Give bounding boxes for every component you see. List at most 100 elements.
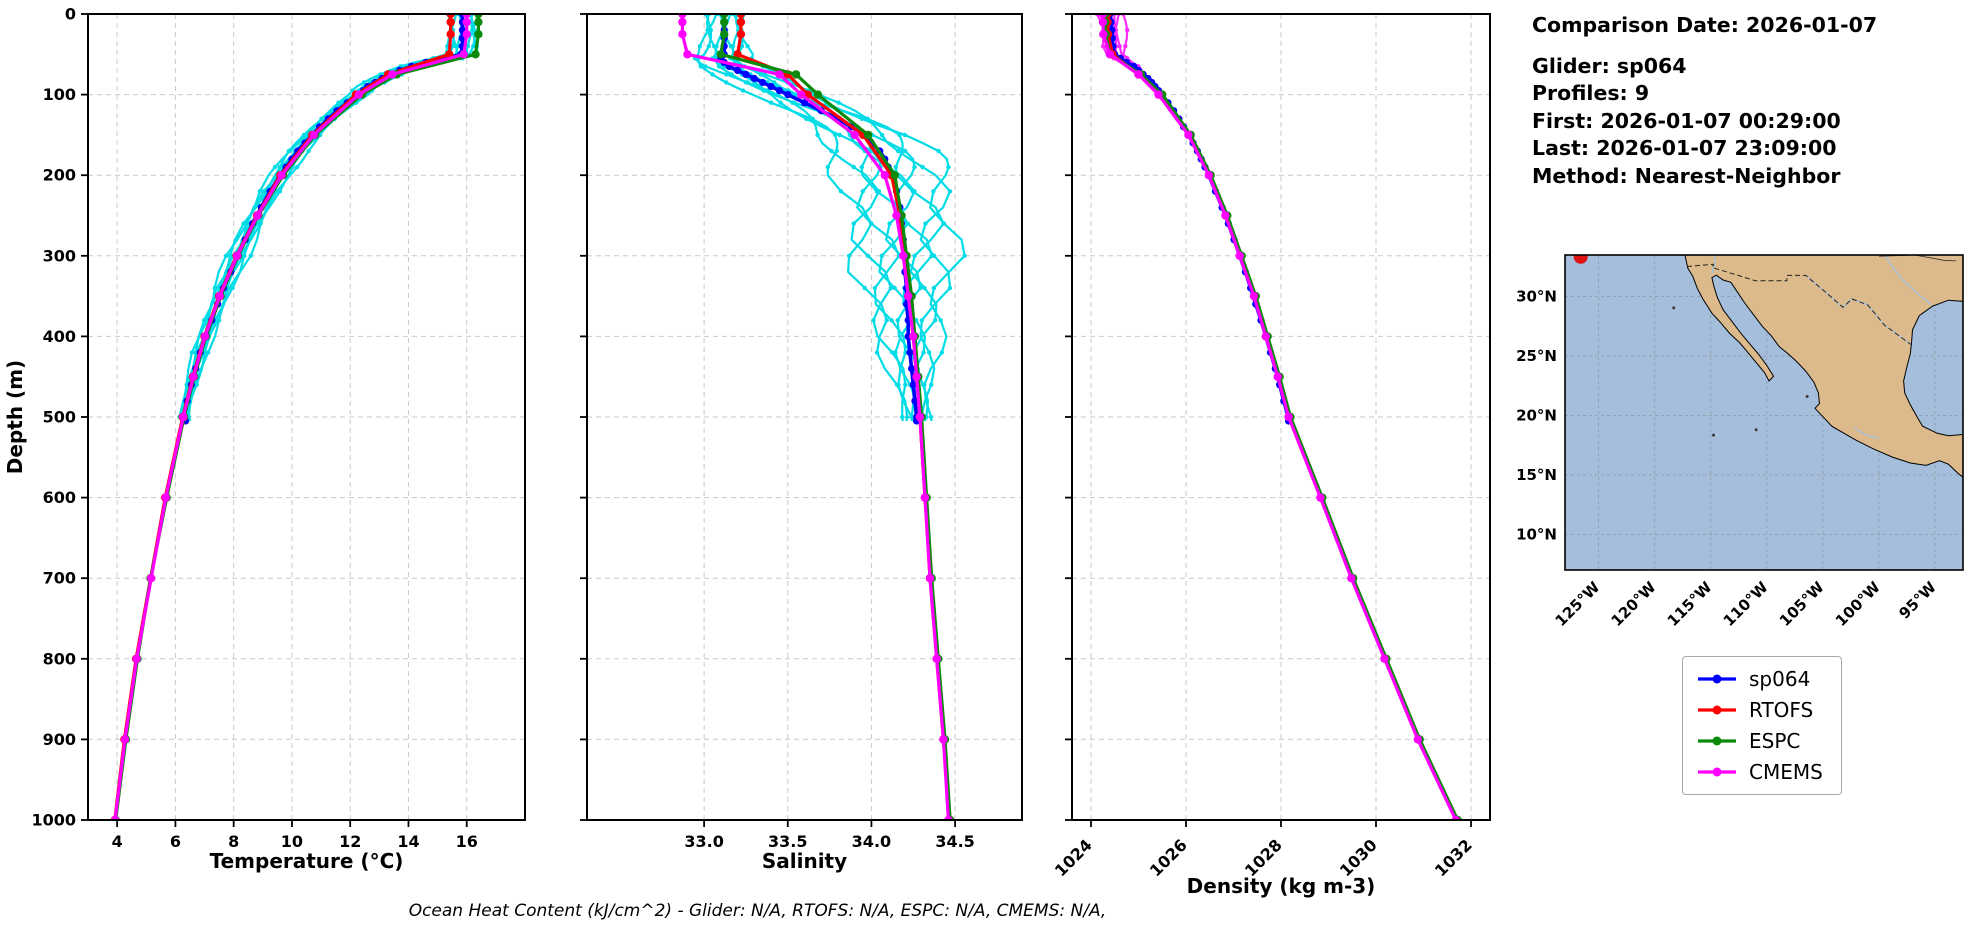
svg-text:15°N: 15°N — [1516, 466, 1557, 484]
raw-profile-line — [184, 14, 469, 422]
legend-label: sp064 — [1749, 667, 1811, 691]
first-profile-time-text: First: 2026-01-07 00:29:00 — [1532, 108, 1841, 133]
raw-profile-line — [181, 14, 459, 422]
legend-line-icon — [1698, 674, 1736, 684]
x-axis-label: Density (kg m-3) — [1187, 874, 1376, 898]
raw-profile-line — [178, 14, 458, 422]
glider-id-text: Glider: sp064 — [1532, 53, 1687, 78]
svg-text:115°W: 115°W — [1664, 578, 1716, 630]
info-spacer — [1532, 40, 1877, 53]
svg-text:100: 100 — [43, 85, 76, 104]
series-CMEMS — [1098, 14, 1460, 820]
svg-text:105°W: 105°W — [1776, 578, 1828, 630]
gridlines — [88, 14, 525, 820]
legend-item-sp064: sp064 — [1695, 667, 1823, 691]
svg-text:0: 0 — [65, 5, 76, 24]
map-river — [1854, 427, 1880, 439]
legend-item-cmems: CMEMS — [1695, 760, 1823, 784]
map-island — [1712, 433, 1716, 437]
series-CMEMS — [678, 14, 953, 820]
map-island — [1805, 394, 1809, 398]
svg-text:800: 800 — [43, 649, 76, 668]
legend-label: CMEMS — [1749, 760, 1823, 784]
method-text: Method: Nearest-Neighbor — [1532, 163, 1841, 188]
svg-text:10°N: 10°N — [1516, 525, 1557, 543]
series-sp064 — [717, 14, 921, 425]
svg-text:300: 300 — [43, 246, 76, 265]
map-island — [1754, 428, 1758, 432]
svg-text:1000: 1000 — [31, 811, 76, 830]
legend-line-icon — [1698, 736, 1736, 746]
series-CMEMS — [110, 14, 471, 820]
svg-text:600: 600 — [43, 488, 76, 507]
svg-text:30°N: 30°N — [1516, 288, 1557, 306]
x-axis-label: Salinity — [762, 849, 847, 873]
salinity-profile-chart: 33.0 33.5 34.0 34.5 Salinity — [580, 13, 1023, 873]
svg-text:33.5: 33.5 — [768, 832, 807, 851]
comparison-date-text: Comparison Date: 2026-01-07 — [1532, 13, 1878, 37]
location-map: 30°N 25°N 20°N 15°N 10°N 125°W 120°W 115°W 110°W… — [1516, 254, 1964, 630]
raw-profile-line — [187, 14, 479, 422]
svg-text:10: 10 — [281, 832, 303, 851]
raw-profile-line — [179, 14, 455, 422]
map-land — [1684, 255, 1963, 478]
legend-item-espc: ESPC — [1695, 729, 1823, 753]
tick-marks — [1065, 13, 1472, 827]
svg-text:125°W: 125°W — [1552, 578, 1604, 630]
gridlines — [1072, 14, 1490, 820]
raw-profile-line — [183, 14, 466, 422]
raw-profile-line — [184, 14, 480, 422]
svg-text:500: 500 — [43, 408, 76, 427]
svg-text:4: 4 — [112, 832, 123, 851]
map-island — [1672, 306, 1676, 310]
svg-text:110°W: 110°W — [1720, 578, 1772, 630]
svg-text:34.5: 34.5 — [935, 832, 974, 851]
svg-text:14: 14 — [397, 832, 419, 851]
svg-text:900: 900 — [43, 730, 76, 749]
legend-line-icon — [1698, 705, 1736, 715]
comparison-info-panel: Comparison Date: 2026-01-07 Glider: sp06… — [1532, 12, 1877, 190]
ocean-heat-content-caption: Ocean Heat Content (kJ/cm^2) - Glider: N… — [408, 901, 1107, 921]
svg-text:700: 700 — [43, 569, 76, 588]
svg-text:400: 400 — [43, 327, 76, 346]
raw-profile-line — [693, 14, 907, 422]
raw-profile-line — [181, 14, 469, 422]
depth-axis-label: Depth (m) — [3, 360, 27, 474]
x-axis-label: Temperature (°C) — [210, 849, 404, 873]
profiles-count-text: Profiles: 9 — [1532, 81, 1650, 105]
legend-label: ESPC — [1749, 729, 1801, 753]
svg-text:20°N: 20°N — [1516, 406, 1557, 424]
svg-text:6: 6 — [170, 832, 181, 851]
temperature-profile-chart: 4 6 8 10 12 14 16 Temperature (°C) 0 100 200 300 400… — [3, 5, 526, 873]
raw-profile-line — [705, 14, 914, 422]
svg-text:200: 200 — [43, 166, 76, 185]
tick-marks — [580, 13, 956, 827]
raw-profile-line — [735, 14, 966, 422]
gridlines — [587, 14, 1022, 820]
legend-item-rtofs: RTOFS — [1695, 698, 1823, 722]
svg-text:8: 8 — [228, 832, 239, 851]
svg-text:16: 16 — [456, 832, 478, 851]
series-sp064 — [180, 14, 466, 425]
last-profile-time-text: Last: 2026-01-07 23:09:00 — [1532, 136, 1837, 160]
tick-marks — [81, 13, 468, 827]
glider-location-marker — [1573, 255, 1588, 264]
svg-text:100°W: 100°W — [1832, 578, 1884, 630]
raw-profile-line — [186, 14, 476, 422]
svg-text:1026: 1026 — [1146, 835, 1191, 880]
svg-text:34.0: 34.0 — [852, 832, 891, 851]
legend-line-icon — [1698, 767, 1736, 777]
svg-text:33.0: 33.0 — [684, 832, 723, 851]
raw-profile-line — [720, 14, 934, 422]
svg-text:120°W: 120°W — [1608, 578, 1660, 630]
svg-text:95°W: 95°W — [1895, 578, 1940, 623]
raw-profile-line — [728, 14, 952, 422]
map-frame — [1564, 254, 1964, 571]
svg-text:1024: 1024 — [1051, 835, 1096, 880]
map-river — [1884, 255, 1932, 306]
svg-text:1032: 1032 — [1431, 835, 1476, 880]
legend-label: RTOFS — [1749, 698, 1814, 722]
svg-text:12: 12 — [339, 832, 361, 851]
model-legend: sp064 RTOFS ESPC CMEMS — [1682, 656, 1842, 795]
